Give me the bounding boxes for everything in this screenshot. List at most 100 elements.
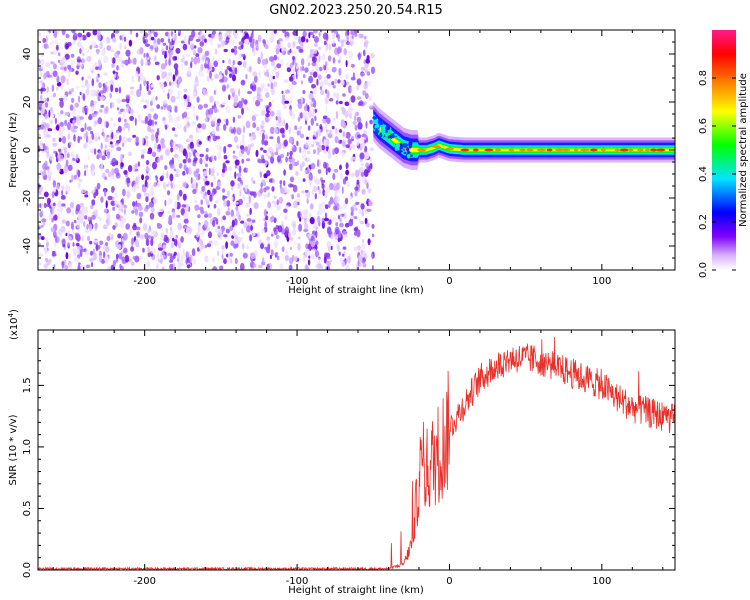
- spectrogram-noise-cell: [63, 147, 68, 154]
- spectrogram-noise-cell: [261, 158, 266, 164]
- spectrogram-noise-cell: [354, 190, 358, 197]
- spectrogram-noise-cell: [364, 134, 368, 140]
- spectrogram-noise-cell: [232, 155, 238, 160]
- spectrogram-noise-cell: [299, 125, 302, 130]
- spectrogram-noise-cell: [342, 122, 347, 128]
- spectrogram-noise-cell: [152, 161, 157, 170]
- spectrogram-noise-cell: [243, 221, 247, 229]
- spectrogram-noise-cell: [348, 219, 354, 227]
- spectrogram-noise-cell: [245, 213, 251, 217]
- spectrogram-noise-cell: [91, 70, 94, 74]
- spectrogram-noise-cell: [250, 41, 255, 49]
- spectrogram-noise-cell: [298, 36, 301, 45]
- spectrogram-noise-cell: [139, 255, 144, 260]
- spectrogram-noise-cell: [139, 83, 142, 92]
- spectrogram-noise-cell: [285, 250, 288, 256]
- spectrogram-noise-cell: [99, 217, 102, 222]
- spectrogram-noise-cell: [326, 90, 330, 99]
- spectrogram-noise-cell: [253, 75, 258, 83]
- spectrogram-noise-cell: [164, 199, 167, 207]
- spectrogram-noise-cell: [207, 189, 211, 196]
- spectrogram-noise-cell: [67, 152, 70, 159]
- spectrogram-noise-cell: [172, 237, 175, 242]
- spectrogram-noise-cell: [311, 97, 315, 102]
- spectrogram-noise-cell: [353, 231, 358, 236]
- snr-multiplier-close: ): [9, 309, 20, 313]
- spectrogram-noise-cell: [217, 250, 220, 257]
- spectrogram-noise-cell: [169, 263, 175, 270]
- spectrogram-noise-cell: [278, 197, 284, 204]
- spectrogram-noise-cell: [54, 235, 58, 244]
- spectrogram-noise-cell: [112, 123, 116, 127]
- spectrogram-noise-cell: [242, 33, 245, 37]
- spectrogram-noise-cell: [117, 56, 123, 63]
- spectrogram-noise-cell: [222, 165, 228, 172]
- spectrogram-noise-cell: [324, 190, 329, 196]
- spectrogram-noise-cell: [250, 252, 256, 260]
- spectrogram-noise-cell: [259, 171, 263, 178]
- spectrogram-noise-cell: [116, 107, 120, 111]
- spectrogram-noise-cell: [39, 80, 44, 84]
- spectrogram-noise-cell: [238, 41, 243, 46]
- spectrogram-noise-cell: [279, 127, 285, 134]
- spectrogram-noise-cell: [117, 233, 122, 239]
- spectrogram-noise-cell: [281, 246, 285, 253]
- spectrogram-noise-cell: [90, 262, 94, 268]
- spectrogram-noise-cell: [288, 83, 293, 91]
- spectrogram-noise-cell: [346, 256, 351, 264]
- spectrogram-noise-cell: [268, 178, 273, 183]
- spectrogram-noise-cell: [114, 30, 120, 34]
- spectrogram-noise-cell: [320, 89, 325, 95]
- spectrogram-noise-cell: [232, 116, 236, 123]
- spectrogram-noise-cell: [91, 168, 95, 177]
- spectrogram-noise-cell: [187, 122, 190, 126]
- spectrogram-noise-cell: [208, 108, 214, 115]
- spectrogram-noise-cell: [209, 95, 214, 103]
- x-tick-label: -100: [286, 576, 309, 587]
- spectrogram-noise-cell: [208, 167, 211, 176]
- spectrogram-noise-cell: [340, 79, 345, 86]
- spectrogram-noise-cell: [154, 55, 157, 62]
- spectrogram-noise-cell: [319, 80, 324, 88]
- spectrogram-noise-cell: [134, 255, 140, 263]
- spectrogram-noise-cell: [345, 41, 351, 45]
- spectrogram-noise-cell: [213, 60, 218, 68]
- spectrogram-noise-cell: [138, 75, 141, 83]
- spectrogram-noise-cell: [63, 166, 68, 174]
- spectrogram-noise-cell: [132, 224, 138, 231]
- spectrogram-noise-cell: [189, 134, 193, 139]
- spectrogram-noise-cell: [89, 45, 93, 50]
- spectrogram-noise-cell: [217, 44, 222, 48]
- spectrogram-noise-cell: [367, 96, 373, 102]
- spectrogram-noise-cell: [117, 201, 123, 208]
- spectrogram-noise-cell: [204, 244, 207, 249]
- spectrogram-noise-cell: [195, 115, 199, 121]
- spectrogram-noise-cell: [56, 162, 62, 171]
- spectrogram-noise-cell: [189, 254, 193, 263]
- spectrogram-noise-cell: [114, 132, 118, 140]
- spectrogram-noise-cell: [304, 218, 307, 224]
- spectrogram-noise-cell: [72, 32, 78, 41]
- spectrogram-noise-cell: [342, 253, 345, 257]
- spectrogram-noise-cell: [152, 229, 157, 236]
- spectrogram-noise-cell: [269, 110, 275, 117]
- spectrogram-noise-cell: [81, 84, 86, 88]
- spectrogram-noise-cell: [100, 196, 104, 203]
- spectrogram-noise-cell: [40, 94, 43, 101]
- spectrogram-noise-cell: [233, 45, 238, 50]
- spectrogram-noise-cell: [347, 138, 352, 145]
- spectrogram-noise-cell: [265, 246, 271, 254]
- spectrogram-noise-cell: [128, 259, 132, 263]
- spectrogram-noise-cell: [266, 39, 269, 46]
- spectrogram-noise-cell: [223, 146, 227, 154]
- spectrogram-noise-cell: [288, 158, 292, 163]
- spectrogram-noise-cell: [307, 110, 313, 119]
- spectrogram-noise-cell: [145, 175, 150, 181]
- spectrogram-noise-cell: [269, 56, 275, 62]
- spectrogram-noise-cell: [229, 258, 233, 264]
- spectrogram-noise-cell: [283, 208, 288, 214]
- spectrogram-noise-cell: [189, 142, 195, 149]
- spectrogram-noise-cell: [356, 139, 360, 146]
- spectrogram-noise-cell: [316, 210, 322, 216]
